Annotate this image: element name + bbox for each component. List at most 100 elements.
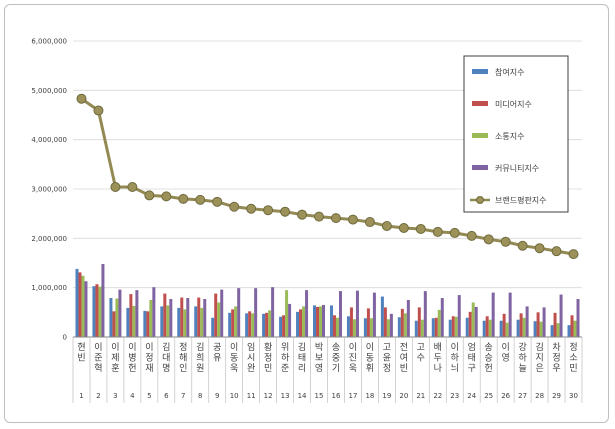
bar-3-30: [573, 320, 577, 337]
trend-point-27: [517, 240, 528, 251]
bar-1-26: [499, 320, 503, 337]
x-rank-label: 18: [365, 392, 374, 400]
bar-2-7: [180, 297, 184, 337]
bar-4-7: [186, 298, 190, 337]
bar-3-10: [234, 306, 238, 337]
bar-3-11: [251, 313, 255, 337]
bar-2-8: [197, 297, 201, 337]
x-rank-label: 4: [130, 392, 135, 400]
bar-2-2: [95, 284, 99, 337]
trend-point-9: [212, 196, 223, 207]
legend-swatch: [472, 133, 488, 138]
trend-point-7: [178, 193, 189, 204]
y-tick-label: 6,000,000: [31, 38, 67, 46]
bar-2-28: [536, 312, 540, 337]
trend-point-28: [534, 243, 545, 254]
x-rank-label: 19: [382, 392, 391, 400]
y-tick-label: 0: [63, 334, 67, 342]
bar-4-4: [135, 290, 139, 337]
bar-2-23: [451, 316, 455, 337]
bar-4-2: [101, 263, 105, 337]
bar-1-22: [431, 318, 435, 337]
bar-1-19: [380, 296, 384, 337]
x-rank-label: 27: [518, 392, 527, 400]
bar-1-23: [448, 319, 452, 337]
x-rank-label: 12: [264, 392, 273, 400]
x-rank-label: 28: [535, 392, 544, 400]
trend-point-11: [246, 203, 257, 214]
bar-1-7: [177, 307, 181, 337]
bar-2-5: [146, 311, 150, 337]
x-rank-label: 29: [552, 392, 561, 400]
bar-1-2: [92, 286, 96, 337]
bar-4-17: [355, 290, 359, 337]
x-rank-label: 3: [113, 392, 117, 400]
bar-3-16: [335, 317, 339, 337]
bar-1-11: [245, 313, 249, 337]
bar-2-21: [417, 307, 421, 337]
trend-line: [76, 93, 579, 260]
legend-label: 소통지수: [495, 132, 524, 141]
trend-point-22: [432, 226, 443, 237]
bar-4-30: [576, 299, 580, 337]
bar-4-5: [152, 287, 156, 337]
x-rank-label: 9: [215, 392, 219, 400]
bar-3-29: [556, 323, 560, 337]
y-tick-label: 3,000,000: [31, 186, 67, 194]
x-rank-label: 2: [96, 392, 100, 400]
bar-4-6: [169, 299, 173, 337]
bar-3-5: [149, 300, 153, 337]
bar-4-1: [84, 281, 88, 337]
bar-3-9: [217, 302, 221, 337]
x-rank-label: 22: [433, 392, 442, 400]
bar-4-13: [288, 303, 292, 337]
bar-3-24: [471, 302, 475, 337]
bar-1-25: [482, 320, 486, 337]
x-rank-label: 10: [230, 392, 239, 400]
x-rank-label: 24: [467, 392, 476, 400]
bar-4-9: [220, 289, 224, 337]
bar-3-15: [319, 306, 323, 337]
bar-1-1: [75, 268, 79, 337]
bar-4-19: [389, 313, 393, 337]
bar-4-10: [237, 288, 241, 337]
bar-2-10: [231, 309, 235, 337]
x-rank-label: 17: [348, 392, 357, 400]
bar-2-6: [163, 293, 167, 337]
bar-4-21: [423, 291, 427, 337]
bar-2-13: [282, 315, 286, 337]
bar-3-21: [420, 319, 424, 337]
bar-3-17: [352, 319, 356, 337]
trend-point-26: [500, 236, 511, 247]
bar-3-13: [285, 290, 289, 337]
bar-3-23: [454, 316, 458, 337]
bar-1-12: [262, 313, 266, 337]
trend-point-4: [127, 182, 138, 193]
bar-2-29: [553, 312, 557, 337]
bar-1-13: [279, 316, 283, 337]
x-rank-label: 8: [198, 392, 202, 400]
trend-point-29: [551, 246, 562, 257]
bar-1-5: [143, 310, 147, 337]
bar-1-15: [313, 305, 317, 337]
bar-3-6: [166, 305, 170, 337]
trend-point-16: [330, 213, 341, 224]
trend-point-13: [280, 206, 291, 217]
bar-2-19: [383, 307, 387, 337]
trend-point-2: [93, 105, 104, 116]
bar-2-24: [468, 311, 472, 337]
